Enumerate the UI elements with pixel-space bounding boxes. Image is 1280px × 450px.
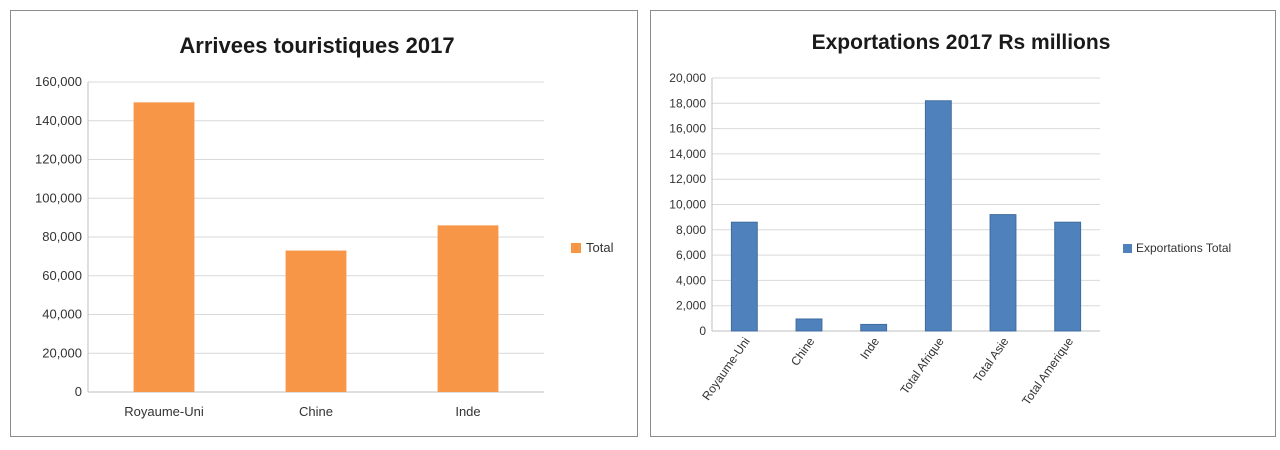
x-tick-label: Chine <box>788 334 818 368</box>
x-tick-label: Royaume-Uni <box>699 335 753 403</box>
x-tick-label: Inde <box>857 334 882 361</box>
x-tick-label: Total Asie <box>971 334 1012 384</box>
bar-total-amerique <box>1054 221 1082 332</box>
y-tick-label: 16,000 <box>669 122 706 136</box>
y-tick-label: 4,000 <box>676 273 706 287</box>
y-tick-label: 6,000 <box>676 248 706 262</box>
x-tick-label: Inde <box>455 404 480 419</box>
bar-inde <box>860 323 888 332</box>
tourist-arrivals-chart: Arrivees touristiques 2017 0 20,000 40,000… <box>35 33 614 419</box>
y-tick-label: 160,000 <box>35 74 82 89</box>
legend-label-total: Total <box>586 240 614 255</box>
x-tick-label: Chine <box>299 404 333 419</box>
x-tick-label: Total Amerique <box>1019 334 1076 407</box>
chart-panel-exports: Exportations 2017 Rs millions 0 2,000 4,00… <box>650 10 1276 437</box>
y-tick-label: 120,000 <box>35 152 82 167</box>
y-tick-label: 100,000 <box>35 190 82 205</box>
y-tick-label: 2,000 <box>676 299 706 313</box>
bar-inde <box>437 225 499 392</box>
bar-chine <box>795 318 823 332</box>
y-tick-label: 40,000 <box>42 307 82 322</box>
y-tick-label: 140,000 <box>35 113 82 128</box>
chart-title: Arrivees touristiques 2017 <box>179 33 454 58</box>
y-tick-label: 0 <box>699 324 706 338</box>
legend-label-exportations-total: Exportations Total <box>1136 241 1231 255</box>
y-tick-label: 18,000 <box>669 96 706 110</box>
y-tick-label: 12,000 <box>669 172 706 186</box>
legend-swatch-exportations-total <box>1123 244 1132 253</box>
x-tick-label: Total Afrique <box>897 334 947 396</box>
chart-panel-tourist-arrivals: Arrivees touristiques 2017 0 20,000 40,000… <box>10 10 638 437</box>
exports-chart: Exportations 2017 Rs millions 0 2,000 4,00… <box>669 31 1231 408</box>
bar-royaume-uni <box>730 221 758 332</box>
chart-title: Exportations 2017 Rs millions <box>812 31 1111 54</box>
bar-total-afrique <box>924 100 952 332</box>
bar-royaume-uni <box>133 102 195 392</box>
y-tick-label: 10,000 <box>669 198 706 212</box>
y-tick-label: 60,000 <box>42 268 82 283</box>
y-tick-label: 8,000 <box>676 223 706 237</box>
y-tick-label: 0 <box>75 384 82 399</box>
y-tick-label: 20,000 <box>42 345 82 360</box>
bar-total-asie <box>989 214 1017 332</box>
x-tick-label: Royaume-Uni <box>124 404 204 419</box>
bar-chine <box>285 250 347 392</box>
legend-swatch-total <box>571 243 581 253</box>
y-tick-label: 20,000 <box>669 71 706 85</box>
y-tick-label: 80,000 <box>42 229 82 244</box>
y-tick-label: 14,000 <box>669 147 706 161</box>
